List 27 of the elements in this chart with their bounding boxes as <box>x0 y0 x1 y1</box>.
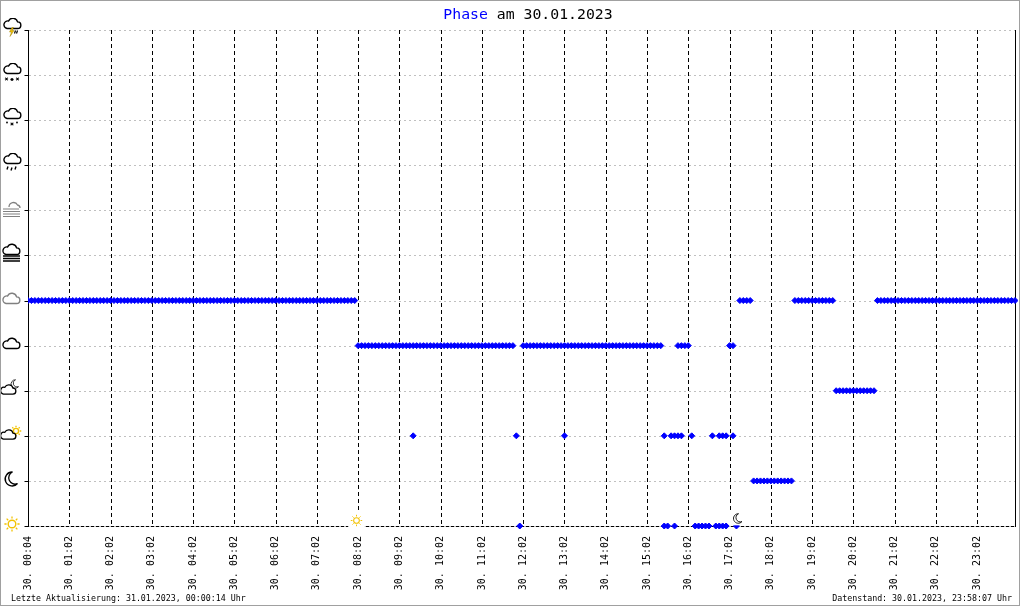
x-tick-label: 30. 16:02 <box>681 536 693 591</box>
x-tick-label: 30. 22:02 <box>929 536 941 591</box>
x-tick-label: 30. 13:02 <box>558 536 570 591</box>
x-tick-label: 30. 00:04 <box>21 536 33 591</box>
x-tick-label: 30. 01:02 <box>62 536 74 591</box>
x-tick-label: 30. 20:02 <box>846 536 858 591</box>
x-tick-label: 30. 17:02 <box>723 536 735 591</box>
x-tick-label: 30. 09:02 <box>393 536 405 591</box>
x-tick-label: 30. 08:02 <box>351 536 363 591</box>
x-tick-label: 30. 11:02 <box>475 536 487 591</box>
x-tick-label: 30. 10:02 <box>434 536 446 591</box>
x-tick-label: 30. 05:02 <box>227 536 239 591</box>
x-tick-label: 30. 03:02 <box>145 536 157 591</box>
text: Letzte Aktualisierung: 31.01.2023, 00:00:14 Uhr <box>11 593 246 603</box>
chart-title: Phase am 30.01.2023 <box>442 5 614 22</box>
x-tick-label: 30. 18:02 <box>764 536 776 591</box>
x-tick-label: 30. 19:02 <box>805 536 817 591</box>
x-tick-label: 30. 12:02 <box>516 536 528 591</box>
x-tick-label: 30. 07:02 <box>310 536 322 591</box>
x-tick-label: 30. 23:02 <box>970 536 982 591</box>
text: Datenstand: 30.01.2023, 23:58:07 Uhr <box>832 593 1012 603</box>
x-tick-label: 30. 15:02 <box>640 536 652 591</box>
x-tick-label: 30. 04:02 <box>186 536 198 591</box>
x-tick-label: 30. 06:02 <box>269 536 281 591</box>
x-tick-label: 30. 02:02 <box>104 536 116 591</box>
x-tick-label: 30. 21:02 <box>888 536 900 591</box>
x-tick-label: 30. 14:02 <box>599 536 611 591</box>
